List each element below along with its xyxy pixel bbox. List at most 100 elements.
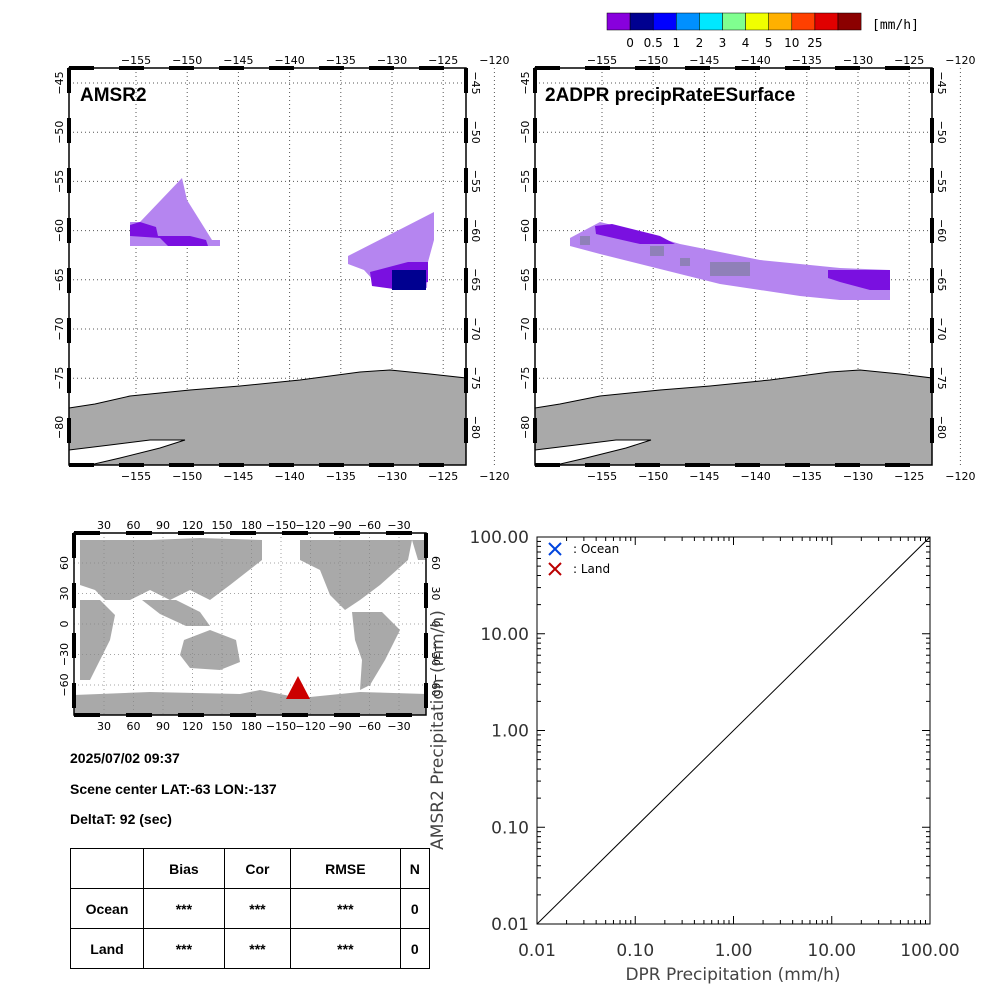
lon-tick-top: −140 — [274, 54, 304, 67]
y-tick-label: 0.10 — [491, 818, 529, 838]
locator-tick-top: 30 — [97, 519, 111, 532]
lon-tick-top: −145 — [223, 54, 253, 67]
lat-tick-left: −80 — [53, 416, 66, 439]
lon-tick-bottom: −130 — [843, 470, 873, 483]
colorbar-swatch — [837, 12, 862, 31]
locator-tick-top: 180 — [241, 519, 262, 532]
locator-lat-right: 0 — [429, 621, 442, 628]
locator-tick-bottom: −90 — [328, 720, 351, 733]
x-tick-label: 1.00 — [715, 941, 753, 961]
table-row-ocean: Ocean *** *** *** 0 — [70, 888, 431, 929]
lat-tick-left: −65 — [519, 268, 532, 291]
lon-tick-bottom: −125 — [894, 470, 924, 483]
lat-tick-left: −50 — [519, 121, 532, 144]
lat-tick-right: −65 — [935, 268, 948, 291]
cell-rmse: *** — [290, 888, 401, 929]
lat-tick-right: −65 — [469, 268, 482, 291]
locator-lat-left: 60 — [58, 556, 71, 570]
cell-n: 0 — [399, 928, 431, 969]
lat-tick-right: −50 — [935, 121, 948, 144]
colorbar-label: 2 — [696, 36, 704, 50]
lon-tick-bottom: −120 — [479, 470, 509, 483]
scene-location-marker — [286, 676, 310, 699]
one-to-one-line — [536, 536, 931, 925]
antarctica-locator — [74, 690, 426, 715]
y-tick-label: 0.01 — [491, 915, 529, 935]
locator-lat-right: 30 — [429, 587, 442, 601]
colorbar-swatch — [768, 12, 793, 31]
locator-tick-bottom: 150 — [212, 720, 233, 733]
col-header-n: N — [399, 848, 431, 889]
colorbar-label: 1 — [672, 36, 680, 50]
dpr-moderate-west — [595, 224, 675, 244]
stats-table: Bias Cor RMSE N Ocean *** *** *** 0 Land… — [70, 848, 431, 969]
locator-tick-bottom: −120 — [295, 720, 325, 733]
europe-east-edge — [412, 540, 426, 560]
locator-tick-bottom: 60 — [127, 720, 141, 733]
locator-tick-bottom: 30 — [97, 720, 111, 733]
locator-tick-top: −90 — [328, 519, 351, 532]
lat-tick-right: −50 — [469, 121, 482, 144]
lon-tick-bottom: −120 — [945, 470, 975, 483]
row-label: Land — [70, 928, 144, 969]
lon-tick-bottom: −145 — [223, 470, 253, 483]
lon-tick-top: −155 — [587, 54, 617, 67]
scene-center: Scene center LAT:-63 LON:-137 — [70, 781, 277, 797]
lat-tick-right: −60 — [935, 219, 948, 242]
locator-tick-bottom: 90 — [156, 720, 170, 733]
lon-tick-bottom: −135 — [326, 470, 356, 483]
se-asia — [142, 600, 210, 626]
legend-marker — [548, 542, 562, 556]
locator-tick-bottom: −30 — [387, 720, 410, 733]
precip-area-west-moderate — [130, 222, 208, 246]
lat-tick-right: −55 — [935, 170, 948, 193]
colorbar-swatch — [722, 12, 746, 31]
cell-bias: *** — [143, 888, 225, 929]
lat-tick-right: −75 — [935, 367, 948, 390]
col-header-bias: Bias — [143, 848, 225, 889]
lon-tick-top: −135 — [326, 54, 356, 67]
lat-tick-left: −45 — [53, 71, 66, 94]
locator-tick-top: −60 — [358, 519, 381, 532]
legend-marker — [548, 562, 562, 576]
south-america — [352, 612, 400, 690]
precip-area-east-heavy — [392, 270, 426, 290]
locator-lat-right: −60 — [429, 673, 442, 696]
locator-map: 303060609090120120150150180180−150−150−1… — [58, 519, 442, 733]
lat-tick-left: −70 — [53, 317, 66, 340]
lon-tick-top: −125 — [894, 54, 924, 67]
lat-tick-left: −60 — [53, 219, 66, 242]
locator-tick-bottom: 180 — [241, 720, 262, 733]
locator-lat-left: 0 — [58, 621, 71, 628]
lon-tick-top: −150 — [172, 54, 202, 67]
lat-tick-left: −55 — [53, 170, 66, 193]
lat-tick-left: −45 — [519, 71, 532, 94]
locator-lat-left: 30 — [58, 587, 71, 601]
australia — [180, 630, 240, 670]
lat-tick-right: −80 — [469, 416, 482, 439]
cell-bias: *** — [143, 928, 225, 969]
locator-lat-left: −60 — [58, 673, 71, 696]
locator-tick-top: −150 — [266, 519, 296, 532]
lat-tick-right: −55 — [469, 170, 482, 193]
lat-tick-left: −65 — [53, 268, 66, 291]
lat-tick-left: −75 — [519, 367, 532, 390]
locator-tick-top: 60 — [127, 519, 141, 532]
map-title: AMSR2 — [80, 85, 147, 106]
lat-tick-left: −70 — [519, 317, 532, 340]
colorbar-swatch — [699, 12, 723, 31]
colorbar-label: 25 — [807, 36, 822, 50]
map-dpr: 2ADPR precipRateESurface −155 −155 −150 −15… — [519, 54, 976, 483]
colorbar-label: 10 — [784, 36, 799, 50]
colorbar-swatch — [629, 12, 654, 31]
lon-tick-bottom: −150 — [172, 470, 202, 483]
lon-tick-top: −140 — [740, 54, 770, 67]
lon-tick-top: −145 — [689, 54, 719, 67]
lon-tick-bottom: −155 — [587, 470, 617, 483]
colorbar-swatch — [652, 12, 677, 31]
colorbar-label: 0 — [626, 36, 634, 50]
lon-tick-bottom: −150 — [638, 470, 668, 483]
lat-tick-right: −60 — [469, 219, 482, 242]
lon-tick-top: −135 — [792, 54, 822, 67]
